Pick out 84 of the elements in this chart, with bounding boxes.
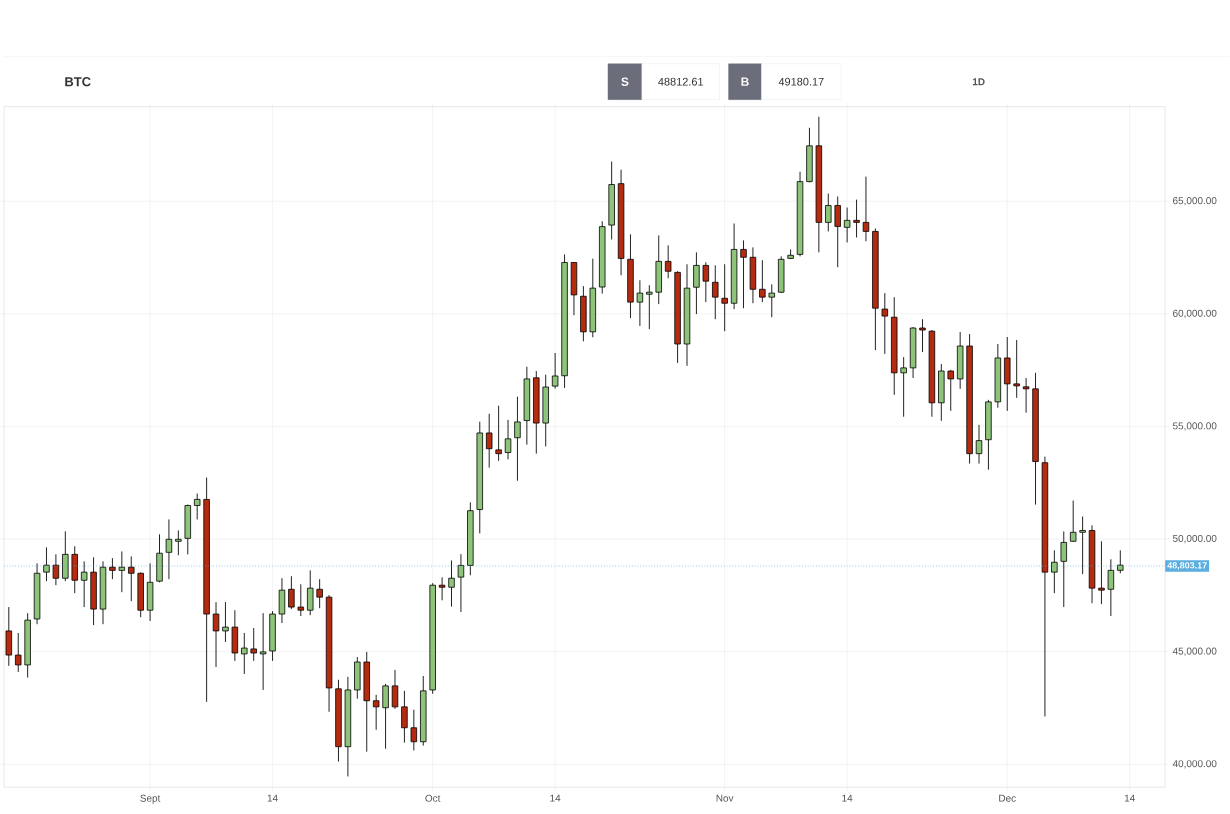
candlestick (128, 555, 135, 602)
candlestick (372, 694, 380, 731)
x-tick-label: Oct (425, 794, 441, 802)
x-tick-label: 14 (550, 794, 561, 802)
candlestick (712, 264, 719, 320)
y-tick-label: 45,000.00 (1172, 647, 1217, 656)
candlestick (919, 318, 926, 353)
candlestick (1051, 549, 1058, 594)
y-tick-label: 50,000.00 (1172, 534, 1217, 544)
chart-title: BTC (65, 77, 91, 87)
candlestick (702, 261, 710, 303)
candlestick (664, 244, 672, 279)
y-tick-label: 60,000.00 (1173, 309, 1217, 318)
candlestick (881, 292, 889, 355)
candlestick (768, 283, 775, 318)
candlestick (1079, 515, 1086, 575)
candlestick (62, 530, 69, 582)
candlestick (975, 424, 983, 465)
text: 49180.17 (778, 77, 824, 86)
candlestick (109, 557, 116, 580)
candlestick (278, 577, 286, 624)
candlestick (900, 356, 907, 418)
candlestick (259, 612, 267, 691)
candlestick (1107, 558, 1115, 617)
candlestick (448, 559, 455, 608)
candlestick (740, 239, 747, 309)
candlestick (241, 632, 248, 675)
candlestick (15, 632, 22, 673)
candlestick (457, 553, 465, 613)
candlestick (118, 550, 126, 593)
candlestick (391, 669, 399, 710)
candlestick (43, 546, 50, 582)
y-tick-label: 65,000.00 (1173, 197, 1217, 206)
x-tick-label: Nov (716, 794, 734, 802)
candlestick (862, 176, 870, 242)
x-tick-label: Dec (999, 794, 1016, 802)
x-tick-label: Sept (140, 794, 161, 804)
candlestick (485, 413, 493, 469)
candlestick (382, 683, 389, 750)
candlestick (1098, 540, 1105, 605)
candlestick (646, 284, 653, 330)
x-tick-label: 14 (842, 794, 853, 802)
candlestick (401, 690, 408, 744)
text: B (741, 77, 749, 86)
ref-line-label: 48,803.17 (1167, 562, 1207, 570)
candlestick (438, 576, 446, 601)
candlestick (1069, 499, 1077, 543)
candlestick (1060, 530, 1067, 608)
text: 48812.61 (658, 77, 704, 86)
candlestick (1022, 377, 1030, 414)
candlestick (52, 553, 60, 586)
y-tick-label: 40,000.00 (1172, 760, 1217, 769)
text: 1D (972, 78, 985, 86)
candlestick (212, 601, 220, 668)
candlestick (853, 199, 860, 238)
candlestick (834, 195, 841, 268)
candlestick (843, 206, 851, 243)
candlestick (693, 251, 700, 315)
candlestick (1013, 339, 1020, 399)
candlestick (825, 192, 832, 232)
candlestick (288, 575, 295, 610)
text: S (621, 77, 629, 86)
candlestick (222, 601, 229, 643)
candlestick (514, 396, 521, 482)
x-tick-label: 14 (267, 794, 278, 802)
candlestick (316, 578, 323, 609)
candlestick (410, 709, 418, 751)
candlestick (947, 369, 954, 412)
candlestick (175, 529, 182, 556)
candlestick (250, 627, 257, 662)
candlestick (80, 560, 88, 608)
candlestick (307, 569, 314, 616)
y-tick-label: 55,000.00 (1172, 422, 1217, 431)
candlestick (495, 405, 502, 462)
candlestick (165, 518, 173, 580)
candlestick (1117, 549, 1124, 574)
candlestick (551, 352, 559, 390)
candlestick (721, 263, 728, 332)
candlestick (193, 492, 201, 520)
candlestick (297, 583, 305, 617)
candlestick (636, 279, 644, 327)
candlestick (504, 419, 512, 460)
candlestick (759, 259, 766, 303)
x-tick-label: 14 (1124, 794, 1135, 802)
